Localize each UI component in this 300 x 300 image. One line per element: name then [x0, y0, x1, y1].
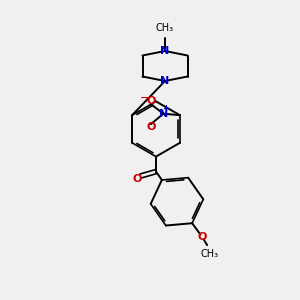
- Text: O: O: [132, 174, 142, 184]
- Text: O: O: [146, 122, 155, 132]
- Text: N: N: [159, 109, 168, 119]
- Text: N: N: [160, 46, 169, 56]
- Text: O: O: [146, 96, 155, 106]
- Text: +: +: [162, 104, 169, 113]
- Text: CH₃: CH₃: [156, 23, 174, 33]
- Text: O: O: [198, 232, 207, 242]
- Text: CH₃: CH₃: [200, 249, 219, 259]
- Text: N: N: [160, 76, 169, 86]
- Text: −: −: [140, 92, 151, 105]
